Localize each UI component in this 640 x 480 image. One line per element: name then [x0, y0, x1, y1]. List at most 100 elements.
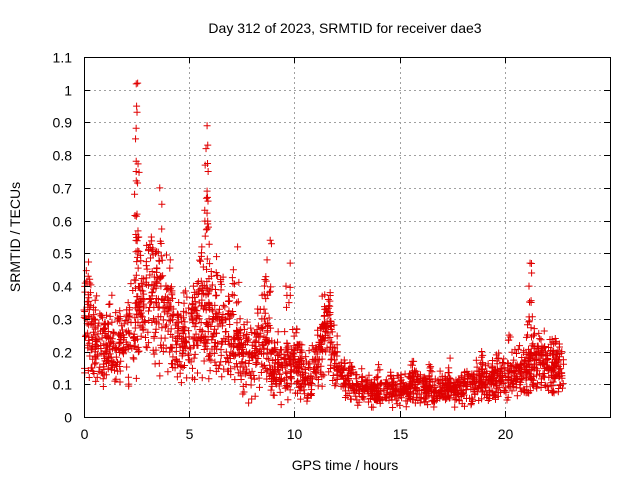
data-point	[544, 365, 552, 373]
data-point	[530, 382, 538, 390]
chart-title: Day 312 of 2023, SRMTID for receiver dae…	[208, 20, 481, 36]
data-point	[116, 367, 124, 375]
data-point	[230, 280, 238, 288]
data-point	[547, 382, 555, 390]
data-point	[371, 396, 379, 404]
data-point	[159, 272, 167, 280]
data-point	[132, 157, 140, 165]
data-point	[493, 355, 501, 363]
data-point	[398, 394, 406, 402]
data-point	[524, 331, 532, 339]
data-point	[118, 322, 126, 330]
data-point	[165, 307, 173, 315]
data-point	[258, 325, 266, 333]
data-point	[203, 278, 211, 286]
data-point	[125, 306, 133, 314]
data-point	[266, 236, 274, 244]
data-point	[530, 332, 538, 340]
data-point	[147, 295, 155, 303]
data-point	[132, 168, 140, 176]
data-point	[416, 371, 424, 379]
data-point	[500, 355, 508, 363]
data-point	[342, 387, 350, 395]
data-point	[157, 252, 165, 260]
data-point	[539, 372, 547, 380]
data-point	[175, 323, 183, 331]
data-point	[169, 333, 177, 341]
data-point	[476, 367, 484, 375]
x-tick-label: 10	[287, 426, 303, 442]
data-point	[203, 225, 211, 233]
data-point	[285, 299, 293, 307]
data-point	[132, 374, 140, 382]
data-point	[271, 356, 279, 364]
data-point	[265, 355, 273, 363]
data-point	[229, 307, 237, 315]
data-point	[198, 296, 206, 304]
data-point	[262, 295, 270, 303]
data-point	[240, 363, 248, 371]
y-tick-label: 0.6	[53, 214, 73, 230]
data-point	[134, 179, 142, 187]
data-point	[84, 329, 92, 337]
data-point	[333, 332, 341, 340]
data-point	[349, 383, 357, 391]
data-point	[95, 367, 103, 375]
data-point	[203, 122, 211, 130]
data-point	[191, 323, 199, 331]
x-tick-label: 0	[81, 426, 89, 442]
data-point	[425, 373, 433, 381]
data-point	[529, 376, 537, 384]
data-point	[383, 390, 391, 398]
data-point	[383, 379, 391, 387]
data-point	[104, 328, 112, 336]
data-point	[93, 352, 101, 360]
data-point	[180, 289, 188, 297]
data-point	[538, 343, 546, 351]
data-point	[534, 344, 542, 352]
data-point	[296, 340, 304, 348]
data-point	[222, 328, 230, 336]
data-point	[332, 380, 340, 388]
data-point	[192, 320, 200, 328]
data-point	[282, 282, 290, 290]
data-point	[116, 340, 124, 348]
data-point	[321, 291, 329, 299]
data-point	[139, 325, 147, 333]
data-point	[145, 339, 153, 347]
data-point	[211, 285, 219, 293]
data-point	[322, 348, 330, 356]
data-point	[124, 327, 132, 335]
data-point	[477, 373, 485, 381]
data-point	[455, 380, 463, 388]
data-point	[137, 332, 145, 340]
data-point	[532, 360, 540, 368]
data-point	[154, 313, 162, 321]
data-point	[220, 365, 228, 373]
data-point	[189, 301, 197, 309]
data-point	[254, 309, 262, 317]
data-point	[104, 342, 112, 350]
data-point	[518, 361, 526, 369]
data-point	[123, 313, 131, 321]
data-point	[162, 344, 170, 352]
data-point	[117, 357, 125, 365]
data-point	[525, 318, 533, 326]
data-point	[348, 363, 356, 371]
data-point	[516, 381, 524, 389]
data-point	[217, 351, 225, 359]
data-point	[504, 336, 512, 344]
data-point	[148, 267, 156, 275]
data-point	[240, 321, 248, 329]
data-point	[535, 329, 543, 337]
data-point	[141, 317, 149, 325]
data-point	[239, 390, 247, 398]
data-point	[286, 357, 294, 365]
data-point	[126, 312, 134, 320]
data-point	[166, 303, 174, 311]
data-point	[318, 333, 326, 341]
data-point	[248, 395, 256, 403]
data-point	[269, 366, 277, 374]
data-point	[95, 319, 103, 327]
data-point	[134, 233, 142, 241]
